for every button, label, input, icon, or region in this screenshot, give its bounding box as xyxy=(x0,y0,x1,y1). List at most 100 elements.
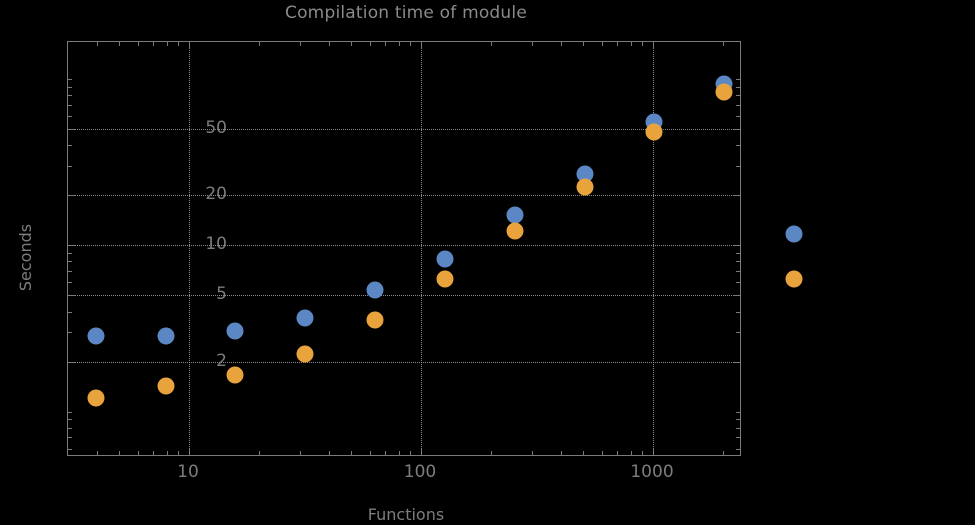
y-axis-tick-minor xyxy=(68,282,72,284)
x-axis-tick-minor-top xyxy=(166,42,168,46)
x-axis-tick-minor-top xyxy=(531,42,533,46)
y-axis-tick-label: 10 xyxy=(205,234,227,255)
data-point xyxy=(226,322,244,340)
y-axis-tick-minor-right xyxy=(736,437,740,439)
gridline-vertical xyxy=(653,42,654,455)
y-axis-tick-minor xyxy=(68,427,72,429)
y-axis-tick-minor xyxy=(68,252,72,254)
y-axis-tick-minor xyxy=(68,145,72,147)
x-axis-tick-minor xyxy=(560,451,562,455)
gridline-horizontal xyxy=(68,295,740,297)
x-axis-tick-minor xyxy=(299,451,301,455)
x-axis-tick-minor xyxy=(385,451,387,455)
x-axis-tick-label: 1000 xyxy=(630,462,674,482)
x-axis-tick-minor-top xyxy=(560,42,562,46)
y-axis-tick-minor-right xyxy=(736,104,740,106)
x-axis-tick-minor xyxy=(410,451,412,455)
y-axis-tick-minor xyxy=(68,448,72,450)
y-axis-tick-major-right xyxy=(733,295,740,297)
data-point xyxy=(576,178,594,196)
x-axis-tick-minor xyxy=(178,451,180,455)
y-axis-tick-minor-right xyxy=(736,78,740,80)
y-axis-tick-major xyxy=(68,195,75,197)
y-axis-tick-minor-right xyxy=(736,145,740,147)
x-axis-tick-major xyxy=(653,448,654,455)
y-axis-tick-minor xyxy=(68,311,72,313)
gridline-horizontal xyxy=(68,245,740,247)
gridline-vertical xyxy=(189,42,190,455)
gridline-horizontal xyxy=(68,361,740,363)
y-axis-tick-major xyxy=(68,361,75,363)
x-axis-tick-minor xyxy=(490,451,492,455)
y-axis-title: Seconds xyxy=(16,223,36,292)
x-axis-tick-major xyxy=(421,448,422,455)
y-axis-tick-minor-right xyxy=(736,311,740,313)
y-axis-tick-minor xyxy=(68,104,72,106)
x-axis-tick-minor-top xyxy=(96,42,98,46)
y-axis-tick-major xyxy=(68,295,75,297)
x-axis-tick-minor xyxy=(328,451,330,455)
x-axis-tick-minor-top xyxy=(410,42,412,46)
y-axis-tick-minor-right xyxy=(736,427,740,429)
x-axis-tick-minor xyxy=(601,451,603,455)
x-axis-tick-minor-top xyxy=(583,42,585,46)
data-point xyxy=(157,377,175,395)
gridline-horizontal xyxy=(68,129,740,130)
y-axis-tick-major-right xyxy=(733,361,740,363)
x-axis-tick-minor xyxy=(119,451,121,455)
y-axis-tick-minor xyxy=(68,165,72,167)
y-axis-tick-minor xyxy=(68,437,72,439)
x-axis-tick-minor-top xyxy=(137,42,139,46)
y-axis-tick-minor-right xyxy=(736,252,740,254)
data-point xyxy=(785,225,803,243)
data-point xyxy=(785,270,803,288)
y-axis-tick-minor xyxy=(68,411,72,413)
x-axis-tick-minor-top xyxy=(601,42,603,46)
y-axis-tick-minor xyxy=(68,419,72,421)
y-axis-tick-minor xyxy=(68,332,72,334)
y-axis-tick-minor-right xyxy=(736,411,740,413)
data-point xyxy=(226,366,244,384)
y-axis-tick-label: 50 xyxy=(205,118,227,138)
x-axis-tick-label: 100 xyxy=(403,462,437,482)
data-point xyxy=(296,345,314,363)
x-axis-tick-minor xyxy=(258,451,260,455)
x-axis-tick-minor xyxy=(351,451,353,455)
y-axis-tick-minor xyxy=(68,261,72,263)
x-axis-tick-major-top xyxy=(189,42,190,49)
y-axis-tick-minor-right xyxy=(736,261,740,263)
data-point xyxy=(366,281,384,299)
data-point xyxy=(436,270,454,288)
y-axis-tick-minor-right xyxy=(736,95,740,97)
y-axis-tick-minor-right xyxy=(736,332,740,334)
x-axis-tick-minor xyxy=(531,451,533,455)
x-axis-tick-minor-top xyxy=(328,42,330,46)
x-axis-tick-minor xyxy=(369,451,371,455)
data-point xyxy=(715,83,733,101)
y-axis-tick-minor xyxy=(68,271,72,273)
y-axis-tick-major-right xyxy=(733,129,740,130)
x-axis-tick-minor-top xyxy=(299,42,301,46)
y-axis-tick-minor-right xyxy=(736,86,740,88)
x-axis-tick-minor-top xyxy=(351,42,353,46)
x-axis-tick-minor xyxy=(153,451,155,455)
x-axis-tick-minor xyxy=(630,451,632,455)
x-axis-tick-minor-top xyxy=(617,42,619,46)
y-axis-tick-major xyxy=(68,245,75,247)
x-axis-tick-minor-top xyxy=(642,42,644,46)
y-axis-tick-minor-right xyxy=(736,115,740,117)
x-axis-tick-minor xyxy=(583,451,585,455)
y-axis-tick-label: 2 xyxy=(216,350,227,371)
x-axis-tick-minor-top xyxy=(119,42,121,46)
y-axis-tick-minor-right xyxy=(736,271,740,273)
y-axis-tick-minor-right xyxy=(736,448,740,450)
y-axis-tick-minor xyxy=(68,115,72,117)
x-axis-tick-minor xyxy=(137,451,139,455)
chart-title: Compilation time of module xyxy=(285,3,527,23)
data-point xyxy=(436,250,454,268)
data-point xyxy=(506,206,524,224)
data-point xyxy=(87,327,105,345)
gridline-vertical xyxy=(421,42,422,455)
x-axis-tick-label: 10 xyxy=(177,462,199,482)
x-axis-tick-major xyxy=(189,448,190,455)
